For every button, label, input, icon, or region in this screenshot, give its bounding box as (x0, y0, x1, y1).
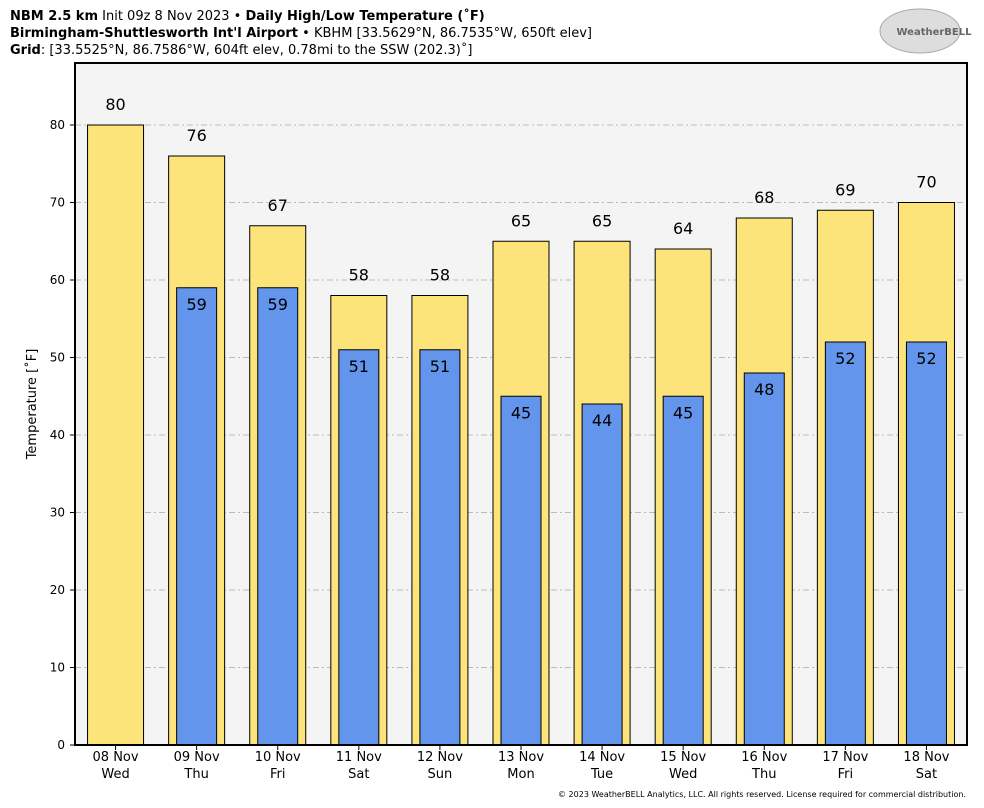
value-label: 76 (186, 126, 206, 145)
model: NBM 2.5 km (10, 9, 98, 24)
station-name: Birmingham-Shuttlesworth Int'l Airport (10, 26, 298, 41)
bar (824, 341, 866, 746)
value-label: 64 (673, 219, 693, 238)
value-label: 51 (430, 357, 450, 376)
x-tick-label: 11 Nov (336, 750, 382, 765)
value-label: 51 (349, 357, 369, 376)
logo-swirl (879, 8, 961, 54)
value-label: 58 (430, 266, 450, 285)
x-tick-label: 10 Nov (255, 750, 301, 765)
x-tick-label: 09 Nov (174, 750, 220, 765)
x-tick-label: 12 Nov (417, 750, 463, 765)
value-label: 44 (592, 411, 612, 430)
station: Birmingham-Shuttlesworth Int'l Airport •… (10, 26, 592, 41)
bar (87, 124, 145, 746)
title: NBM 2.5 km Init 09z 8 Nov 2023 • Daily H… (10, 8, 485, 24)
x-tick-label: Thu (751, 767, 776, 782)
value-label: 68 (754, 188, 774, 207)
x-tick-label: 15 Nov (660, 750, 706, 765)
value-label: 45 (673, 403, 693, 422)
y-tick-label: 10 (50, 661, 65, 675)
x-tick-label: Sat (348, 767, 369, 782)
value-label: 58 (349, 266, 369, 285)
x-tick-label: 17 Nov (822, 750, 868, 765)
bar (338, 349, 380, 746)
y-tick-label: 0 (57, 738, 65, 752)
y-tick-label: 40 (50, 428, 65, 442)
plot-frame (74, 62, 968, 746)
value-label: 52 (916, 349, 936, 368)
value-label: 67 (268, 196, 288, 215)
product: Daily High/Low Temperature (˚F) (246, 8, 485, 24)
x-tick-label: Wed (669, 767, 697, 782)
x-tick-label: 18 Nov (903, 750, 949, 765)
bar (419, 349, 461, 746)
grid-detail: : [33.5525°N, 86.7586°W, 604ft elev, 0.7… (41, 42, 473, 58)
bar (500, 395, 542, 746)
station-detail: • KBHM [33.5629°N, 86.7535°W, 650ft elev… (302, 26, 592, 41)
bar (257, 287, 299, 746)
x-tick-label: Sun (428, 767, 453, 782)
y-tick-label: 60 (50, 273, 65, 287)
value-label: 65 (592, 211, 612, 230)
y-tick-label: 80 (50, 118, 65, 132)
x-tick-label: Fri (270, 767, 286, 782)
value-label: 80 (105, 95, 125, 114)
y-axis-label: Temperature [˚F] (24, 349, 40, 461)
y-tick-label: 70 (50, 196, 65, 210)
bar (905, 341, 947, 746)
value-label: 69 (835, 180, 855, 199)
y-tick-label: 20 (50, 583, 65, 597)
value-label: 70 (916, 173, 936, 192)
x-tick-label: Mon (507, 767, 534, 782)
x-tick-label: Fri (838, 767, 854, 782)
x-tick-label: Thu (183, 767, 208, 782)
footer: © 2023 WeatherBELL Analytics, LLC. All r… (558, 790, 966, 799)
x-tick-label: 13 Nov (498, 750, 544, 765)
bar (581, 403, 623, 746)
value-label: 52 (835, 349, 855, 368)
value-label: 65 (511, 211, 531, 230)
y-tick-label: 50 (50, 351, 65, 365)
value-label: 45 (511, 403, 531, 422)
x-tick-label: 14 Nov (579, 750, 625, 765)
x-tick-label: Wed (101, 767, 129, 782)
bar (743, 372, 785, 746)
logo: WeatherBELL (896, 27, 972, 38)
y-tick-label: 30 (50, 506, 65, 520)
value-label: 48 (754, 380, 774, 399)
x-tick-label: Sat (916, 767, 937, 782)
init: Init 09z 8 Nov 2023 • (102, 9, 241, 24)
value-label: 59 (186, 295, 206, 314)
bar (662, 395, 704, 746)
x-tick-label: Tue (590, 767, 613, 782)
x-tick-label: 08 Nov (93, 750, 139, 765)
grid-info: Grid: [33.5525°N, 86.7586°W, 604ft elev,… (10, 42, 472, 58)
x-tick-label: 16 Nov (741, 750, 787, 765)
bar (176, 287, 218, 746)
value-label: 59 (268, 295, 288, 314)
grid-label: Grid (10, 43, 41, 58)
